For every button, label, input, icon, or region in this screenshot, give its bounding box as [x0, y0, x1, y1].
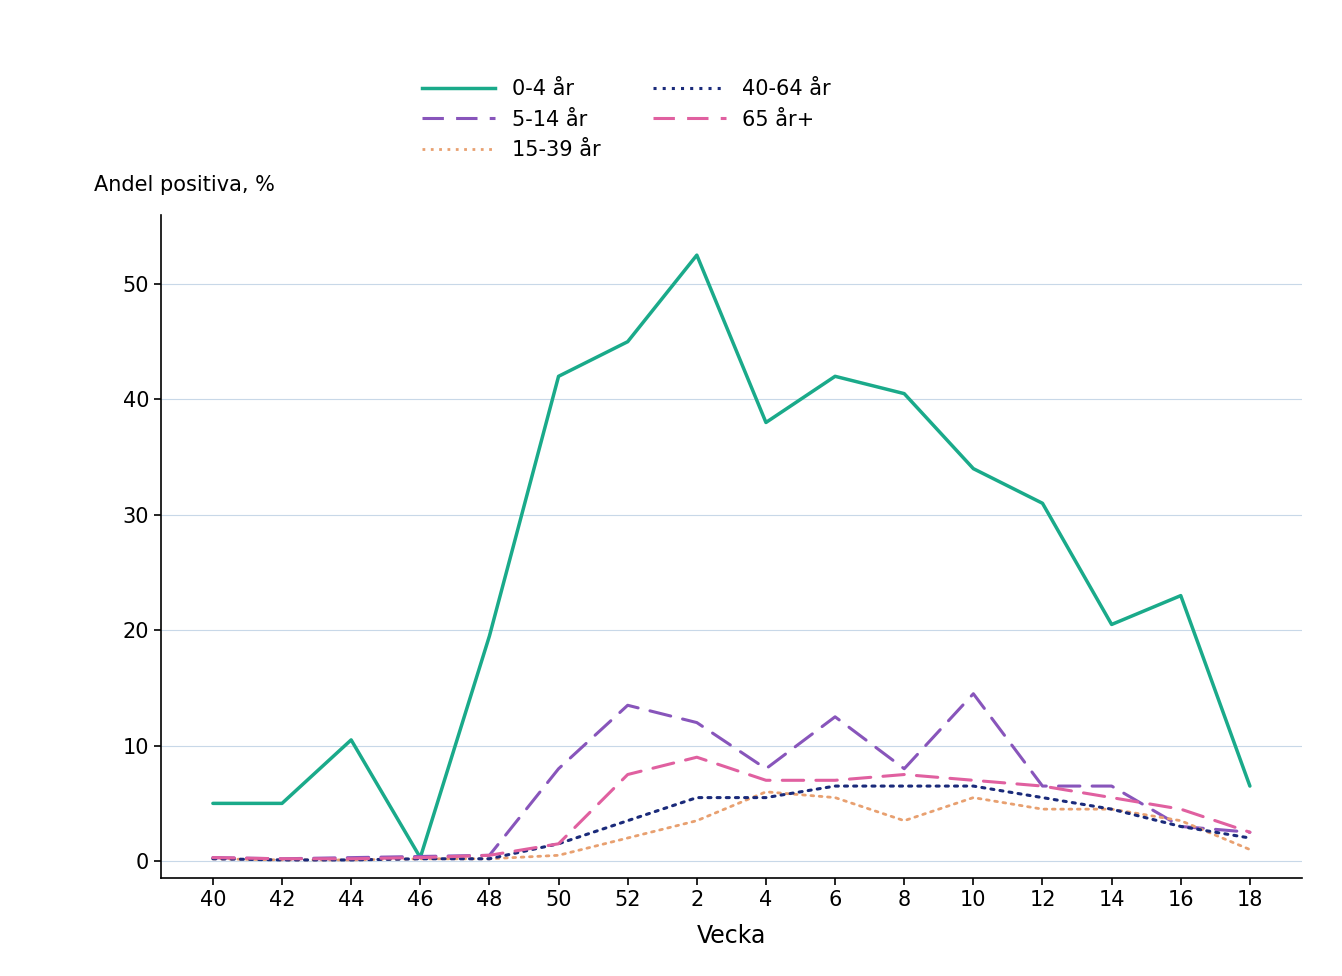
- X-axis label: Vecka: Vecka: [696, 924, 766, 948]
- 5-14 år: [758, 763, 774, 775]
- 65 år+: [482, 849, 498, 861]
- 40-64 år: [1241, 833, 1257, 844]
- 5-14 år: [1103, 780, 1119, 792]
- 15-39 år: [620, 833, 636, 844]
- 0-4 år: [482, 630, 498, 642]
- 65 år+: [205, 852, 221, 864]
- Legend: 0-4 år, 5-14 år, 15-39 år, 40-64 år, 65 år+: 0-4 år, 5-14 år, 15-39 år, 40-64 år, 65 …: [423, 79, 831, 160]
- 5-14 år: [965, 688, 981, 700]
- 0-4 år: [274, 797, 290, 809]
- Line: 40-64 år: 40-64 år: [213, 786, 1249, 860]
- 40-64 år: [1103, 803, 1119, 815]
- 5-14 år: [205, 852, 221, 864]
- 5-14 år: [412, 851, 428, 863]
- 15-39 år: [1035, 803, 1051, 815]
- 5-14 år: [274, 853, 290, 865]
- 15-39 år: [482, 853, 498, 865]
- 15-39 år: [412, 853, 428, 865]
- 40-64 år: [344, 854, 360, 866]
- 65 år+: [344, 853, 360, 865]
- 5-14 år: [1241, 827, 1257, 838]
- 0-4 år: [1103, 619, 1119, 630]
- 40-64 år: [896, 780, 913, 792]
- 0-4 år: [550, 371, 566, 383]
- 5-14 år: [1173, 821, 1189, 833]
- 65 år+: [274, 853, 290, 865]
- 5-14 år: [688, 716, 705, 728]
- 40-64 år: [482, 853, 498, 865]
- 5-14 år: [827, 711, 843, 722]
- 0-4 år: [1241, 780, 1257, 792]
- Line: 0-4 år: 0-4 år: [213, 255, 1249, 858]
- 40-64 år: [1035, 792, 1051, 803]
- Text: Andel positiva, %: Andel positiva, %: [94, 176, 275, 195]
- 0-4 år: [1035, 498, 1051, 509]
- Line: 5-14 år: 5-14 år: [213, 694, 1249, 859]
- 15-39 år: [344, 854, 360, 866]
- 40-64 år: [620, 815, 636, 827]
- 65 år+: [1035, 780, 1051, 792]
- 15-39 år: [205, 853, 221, 865]
- 65 år+: [620, 769, 636, 781]
- 65 år+: [758, 774, 774, 786]
- 40-64 år: [688, 792, 705, 803]
- 15-39 år: [896, 815, 913, 827]
- 40-64 år: [412, 853, 428, 865]
- 40-64 år: [965, 780, 981, 792]
- 0-4 år: [896, 387, 913, 399]
- 15-39 år: [688, 815, 705, 827]
- 0-4 år: [412, 852, 428, 864]
- 65 år+: [1241, 827, 1257, 838]
- 15-39 år: [1173, 815, 1189, 827]
- 5-14 år: [344, 852, 360, 864]
- Line: 65 år+: 65 år+: [213, 757, 1249, 859]
- 65 år+: [688, 752, 705, 763]
- 65 år+: [827, 774, 843, 786]
- 15-39 år: [827, 792, 843, 803]
- 65 år+: [965, 774, 981, 786]
- Line: 15-39 år: 15-39 år: [213, 792, 1249, 860]
- 40-64 år: [758, 792, 774, 803]
- 5-14 år: [482, 849, 498, 861]
- 40-64 år: [827, 780, 843, 792]
- 0-4 år: [965, 463, 981, 474]
- 65 år+: [1173, 803, 1189, 815]
- 0-4 år: [205, 797, 221, 809]
- 65 år+: [1103, 792, 1119, 803]
- 15-39 år: [758, 786, 774, 797]
- 0-4 år: [758, 417, 774, 428]
- 0-4 år: [620, 336, 636, 347]
- 15-39 år: [965, 792, 981, 803]
- 5-14 år: [550, 763, 566, 775]
- 40-64 år: [550, 838, 566, 850]
- 15-39 år: [274, 854, 290, 866]
- 15-39 år: [1241, 843, 1257, 855]
- 5-14 år: [896, 763, 913, 775]
- 40-64 år: [1173, 821, 1189, 833]
- 65 år+: [412, 852, 428, 864]
- 65 år+: [896, 769, 913, 781]
- 40-64 år: [274, 854, 290, 866]
- 5-14 år: [1035, 780, 1051, 792]
- 15-39 år: [550, 849, 566, 861]
- 0-4 år: [688, 249, 705, 261]
- 65 år+: [550, 838, 566, 850]
- 0-4 år: [1173, 590, 1189, 601]
- 40-64 år: [205, 853, 221, 865]
- 5-14 år: [620, 700, 636, 712]
- 15-39 år: [1103, 803, 1119, 815]
- 0-4 år: [344, 734, 360, 746]
- 0-4 år: [827, 371, 843, 383]
